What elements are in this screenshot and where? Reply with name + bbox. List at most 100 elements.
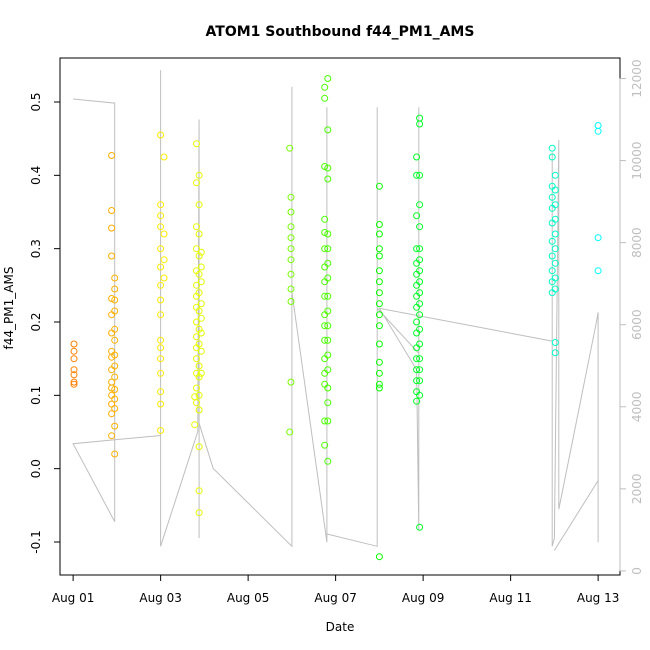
data-point	[548, 144, 556, 152]
data-point	[108, 152, 116, 159]
data-point	[111, 373, 119, 381]
data-point	[551, 186, 559, 194]
data-point	[195, 270, 203, 278]
x-tick-label: Aug 05	[227, 591, 270, 605]
x-axis: Aug 01 Aug 03 Aug 05 Aug 07 Aug 09 Aug 11 Aug …	[52, 574, 619, 605]
data-point	[413, 171, 421, 179]
data-point	[286, 428, 294, 436]
data-point	[111, 307, 119, 315]
data-point	[324, 417, 332, 425]
data-point	[413, 355, 421, 363]
data-point	[195, 171, 203, 179]
data-point	[160, 274, 168, 282]
y-axis-label: f44_PM1_AMS	[2, 267, 16, 350]
data-point	[197, 329, 205, 337]
data-point	[195, 325, 203, 333]
data-point	[375, 221, 383, 228]
data-point	[375, 300, 383, 308]
data-point	[157, 369, 165, 377]
data-point	[193, 179, 200, 187]
secondary-y-tick-label: 0	[630, 567, 644, 575]
data-point	[108, 252, 116, 260]
y-tick-label: 0.3	[29, 239, 43, 258]
data-point	[193, 140, 200, 148]
data-point	[157, 311, 165, 319]
data-point	[413, 153, 421, 161]
data-point	[416, 391, 424, 399]
data-point	[70, 340, 78, 348]
data-point	[197, 369, 205, 377]
data-point	[157, 344, 165, 352]
data-point	[324, 75, 332, 82]
secondary-y-tick-label: 12000	[630, 59, 644, 97]
secondary-y-tick-label: 2000	[630, 474, 644, 505]
data-point	[375, 322, 383, 330]
data-point	[413, 318, 421, 326]
data-point	[324, 230, 332, 238]
data-point	[548, 237, 556, 245]
data-point	[375, 369, 383, 377]
data-point	[416, 366, 424, 374]
data-point	[324, 351, 332, 359]
data-point	[191, 421, 199, 429]
data-point	[548, 153, 556, 161]
data-point	[416, 256, 424, 264]
data-point	[287, 256, 295, 264]
data-point	[416, 245, 424, 253]
data-point	[551, 285, 559, 293]
data-point	[197, 248, 205, 256]
data-point	[413, 245, 421, 253]
data-point	[321, 336, 329, 344]
data-point	[70, 371, 78, 379]
data-point	[157, 201, 165, 209]
data-point	[375, 245, 383, 253]
data-point	[193, 333, 200, 341]
data-point	[70, 380, 78, 388]
data-point	[324, 336, 332, 344]
y-tick-label: 0.5	[29, 92, 43, 111]
data-point	[375, 267, 383, 275]
data-point	[594, 127, 602, 135]
data-point	[324, 384, 332, 392]
data-point	[324, 164, 332, 172]
x-axis-label: Date	[326, 620, 355, 634]
data-point	[108, 224, 116, 232]
data-point	[111, 336, 119, 344]
y-tick-label: 0.1	[29, 386, 43, 405]
data-point	[160, 256, 168, 264]
data-point	[111, 386, 119, 393]
data-point	[375, 358, 383, 366]
data-point	[416, 355, 424, 363]
data-point	[195, 307, 203, 315]
y-tick-label: 0.2	[29, 312, 43, 331]
data-point	[195, 406, 203, 414]
data-point	[111, 450, 119, 458]
data-point	[197, 314, 205, 322]
data-point	[416, 201, 424, 209]
data-point	[195, 362, 203, 370]
x-tick-label: Aug 03	[139, 591, 182, 605]
data-point	[324, 399, 332, 407]
data-point	[193, 355, 200, 363]
data-point	[157, 223, 165, 231]
data-point	[416, 289, 424, 297]
data-point	[111, 362, 119, 370]
data-point	[195, 252, 203, 260]
secondary-y-axis: 0 2000 4000 6000 8000 10000 12000	[619, 59, 644, 575]
data-point	[287, 285, 295, 293]
data-point	[324, 245, 332, 253]
data-point	[416, 171, 424, 179]
data-point	[551, 171, 559, 179]
data-point	[157, 296, 165, 304]
x-tick-label: Aug 01	[52, 591, 95, 605]
data-point	[287, 378, 295, 386]
y-axis: -0.1 0.0 0.1 0.2 0.3 0.4 0.5	[29, 92, 60, 554]
data-point	[594, 267, 602, 275]
data-point	[324, 259, 332, 267]
data-point	[195, 391, 203, 399]
data-point	[111, 351, 119, 359]
data-point	[70, 347, 78, 355]
data-point	[551, 339, 559, 346]
data-point	[551, 230, 559, 238]
